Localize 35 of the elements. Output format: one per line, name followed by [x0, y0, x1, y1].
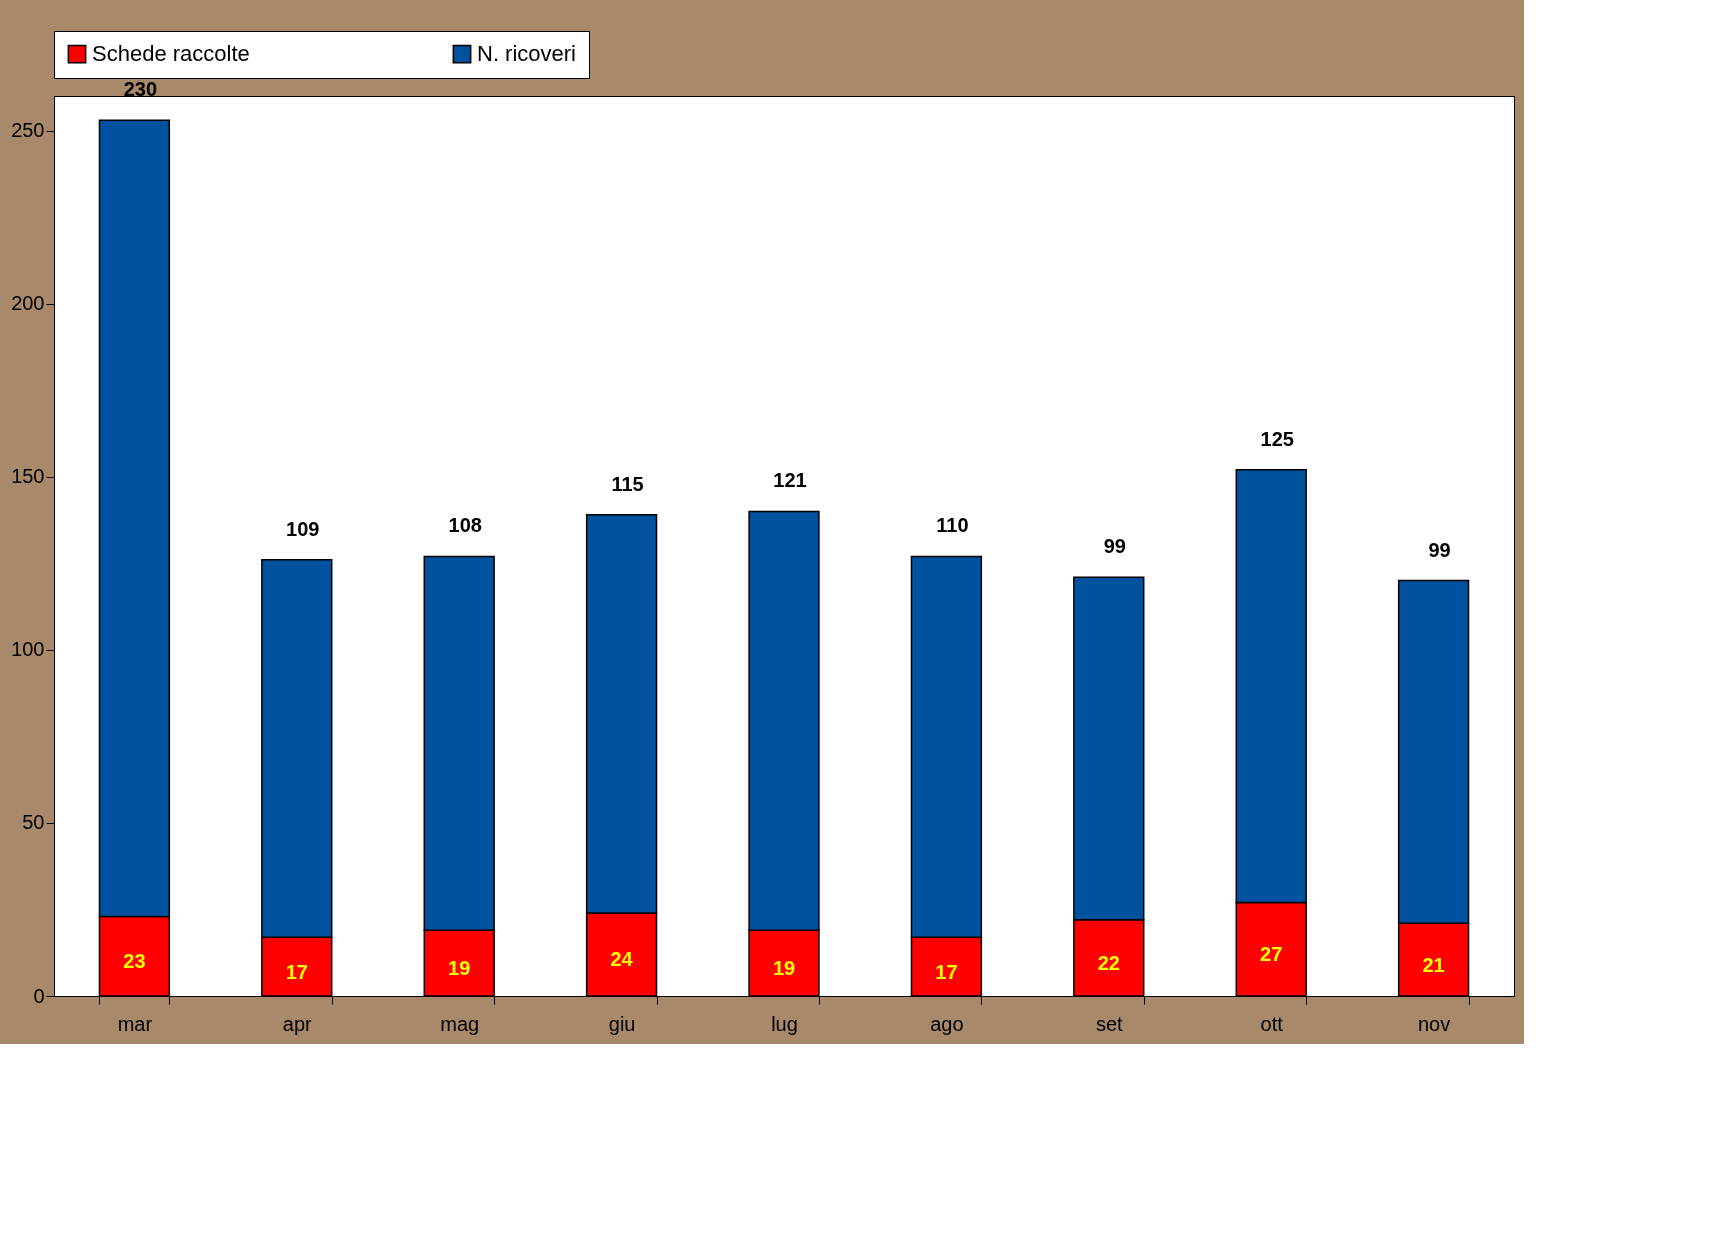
data-label: 110 [936, 514, 969, 537]
y-tick-label: 50 [22, 811, 45, 834]
data-label: 19 [772, 957, 796, 980]
x-tick-label: ago [930, 1012, 964, 1035]
data-label: 19 [448, 957, 471, 980]
y-tick-label: 150 [11, 465, 45, 488]
data-label: 230 [123, 78, 158, 101]
y-tick-label: 0 [33, 984, 45, 1007]
data-label: 17 [935, 960, 958, 983]
x-tick-label: mag [440, 1012, 480, 1035]
legend-label: Schede raccolte [92, 41, 250, 67]
x-tick-label: mar [117, 1012, 153, 1035]
data-label: 115 [611, 472, 644, 495]
y-tick-label: 100 [11, 638, 45, 661]
legend-label: N. ricoveri [477, 41, 577, 67]
x-tick-label: lug [771, 1012, 798, 1035]
x-tick-label: ott [1260, 1012, 1284, 1035]
data-label: 121 [773, 469, 807, 492]
x-tick-label: apr [282, 1012, 313, 1035]
data-label: 125 [1260, 427, 1294, 450]
y-tick-label: 200 [11, 292, 45, 315]
data-label: 99 [1103, 535, 1126, 558]
x-tick-label: set [1095, 1012, 1124, 1035]
data-label: 22 [1097, 951, 1120, 974]
data-label: 23 [123, 950, 146, 973]
y-tick-label: 250 [11, 119, 45, 142]
data-label: 21 [1422, 953, 1445, 976]
data-label: 27 [1260, 943, 1283, 966]
data-label: 99 [1428, 538, 1451, 561]
data-label: 17 [285, 960, 308, 983]
data-label: 24 [610, 948, 634, 971]
x-tick-label: giu [608, 1012, 636, 1035]
data-label: 108 [448, 514, 482, 537]
data-label: 109 [286, 517, 320, 540]
x-tick-label: nov [1417, 1012, 1451, 1035]
